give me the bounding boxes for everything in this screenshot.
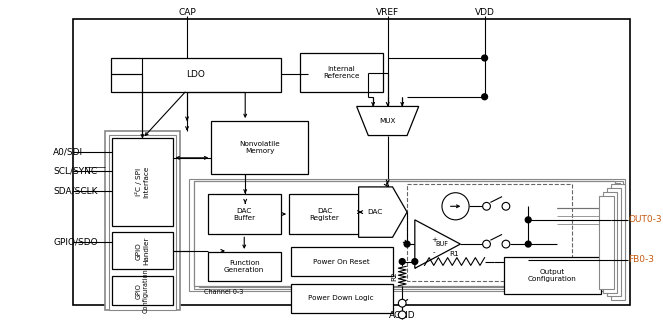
- Circle shape: [482, 94, 487, 100]
- Bar: [603, 192, 617, 292]
- Bar: [113, 232, 172, 269]
- Circle shape: [525, 241, 531, 247]
- Text: A0/SDI: A0/SDI: [53, 147, 84, 156]
- Text: DAC
Register: DAC Register: [310, 208, 339, 221]
- Text: VDD: VDD: [475, 8, 495, 17]
- Text: SCL/SYNC: SCL/SYNC: [53, 167, 97, 176]
- Circle shape: [502, 202, 510, 210]
- Circle shape: [398, 311, 406, 319]
- Bar: [208, 194, 281, 234]
- Circle shape: [525, 217, 531, 223]
- Bar: [73, 19, 630, 305]
- Text: MUX: MUX: [379, 118, 396, 124]
- Text: R2: R2: [391, 271, 397, 281]
- Text: +: +: [431, 237, 438, 243]
- Circle shape: [404, 241, 410, 247]
- Circle shape: [398, 299, 406, 307]
- Text: R1: R1: [450, 251, 459, 257]
- Bar: [291, 247, 392, 276]
- Bar: [199, 183, 621, 287]
- Polygon shape: [357, 107, 419, 136]
- Text: FB0-3: FB0-3: [628, 255, 654, 264]
- Circle shape: [483, 202, 491, 210]
- Bar: [194, 181, 615, 286]
- Text: Output
Configuration: Output Configuration: [528, 269, 577, 282]
- Bar: [105, 131, 180, 310]
- Bar: [194, 181, 623, 289]
- Text: CAP: CAP: [178, 8, 196, 17]
- Text: OUT0-3: OUT0-3: [628, 215, 662, 224]
- Text: Nonvolatile
Memory: Nonvolatile Memory: [239, 141, 280, 154]
- Bar: [111, 58, 281, 92]
- Bar: [189, 179, 625, 290]
- Circle shape: [502, 240, 510, 248]
- Text: LDO: LDO: [186, 70, 206, 79]
- Text: Power On Reset: Power On Reset: [313, 259, 369, 264]
- Bar: [607, 188, 621, 296]
- Bar: [407, 184, 572, 281]
- Bar: [113, 276, 172, 305]
- Circle shape: [442, 193, 469, 220]
- Text: -: -: [433, 249, 436, 255]
- Circle shape: [483, 240, 491, 248]
- Text: AGND: AGND: [389, 311, 416, 320]
- Circle shape: [482, 55, 487, 61]
- Text: DAC
Buffer: DAC Buffer: [233, 208, 255, 221]
- Bar: [599, 196, 613, 289]
- Text: I²C / SPI
Interface: I²C / SPI Interface: [135, 166, 149, 198]
- Bar: [109, 135, 176, 310]
- Text: Internal
Reference: Internal Reference: [323, 66, 359, 79]
- Bar: [504, 257, 601, 293]
- Text: GPIO
Handler: GPIO Handler: [136, 237, 149, 265]
- Bar: [204, 185, 618, 285]
- Bar: [113, 139, 172, 226]
- Polygon shape: [415, 220, 460, 268]
- Bar: [208, 252, 281, 281]
- Bar: [211, 121, 308, 174]
- Circle shape: [412, 259, 418, 264]
- Text: Channel 0-3: Channel 0-3: [204, 289, 243, 295]
- Bar: [291, 284, 392, 313]
- Text: BUF: BUF: [436, 241, 448, 247]
- Text: GPIO/SDO: GPIO/SDO: [53, 238, 98, 247]
- Text: VREF: VREF: [376, 8, 399, 17]
- Circle shape: [399, 259, 405, 264]
- Text: GPIO
Configuration: GPIO Configuration: [136, 268, 149, 313]
- Bar: [300, 53, 383, 92]
- Text: DAC: DAC: [367, 209, 383, 215]
- Bar: [611, 184, 625, 300]
- Bar: [289, 194, 361, 234]
- Text: SDA/SCLK: SDA/SCLK: [53, 186, 98, 195]
- Polygon shape: [359, 187, 407, 237]
- Text: Power Down Logic: Power Down Logic: [308, 295, 374, 301]
- Text: Function
Generation: Function Generation: [224, 260, 265, 273]
